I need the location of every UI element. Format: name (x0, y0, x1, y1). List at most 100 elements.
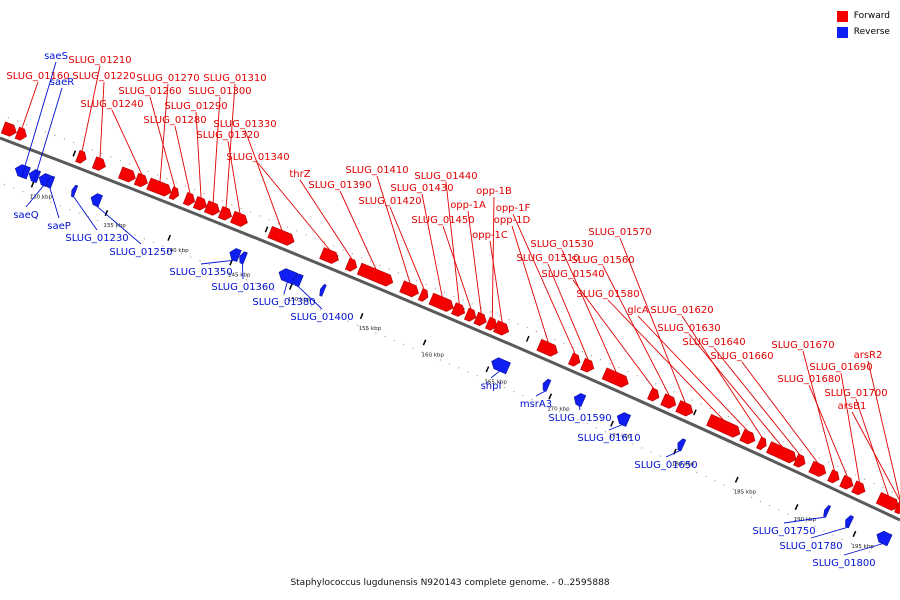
gene-arrow-body (739, 429, 756, 445)
scale-tick-label: 180 kbp (672, 462, 695, 468)
forward-gene-arrow (647, 387, 660, 402)
forward-gene-arrow (756, 436, 767, 451)
forward-gene-label: SLUG_01680 (777, 374, 840, 385)
scale-tick-label: 160 kbp (422, 353, 445, 359)
forward-gene-label: SLUG_01220 (72, 71, 135, 82)
reverse-gene-label: SLUG_01360 (211, 282, 274, 293)
forward-gene-arrow (203, 200, 220, 216)
gene-arrow-body (428, 292, 454, 312)
forward-gene-arrow (660, 393, 677, 409)
forward-gene-label: opp-1F (496, 203, 531, 214)
reverse-track-guide (0, 182, 879, 557)
forward-gene-arrow (839, 474, 854, 490)
scale-tick-label: 175 kbp (609, 434, 632, 440)
label-leader-line (212, 96, 221, 204)
label-leader-line (867, 360, 900, 502)
forward-gene-arrow (75, 149, 87, 164)
forward-gene-label: arsB1 (838, 401, 867, 412)
label-leader-line (561, 249, 617, 373)
label-leader-line (512, 213, 576, 355)
gene-arrow-body (267, 225, 295, 246)
reverse-gene-arrow (319, 284, 327, 297)
gene-arrow-body (601, 367, 629, 388)
forward-track-dash (72, 150, 77, 157)
gene-arrow-body (845, 515, 854, 529)
label-leader-line (608, 424, 623, 431)
scale-tick (852, 530, 857, 538)
gene-arrow-body (473, 311, 487, 326)
reverse-gene-label: shpI (481, 381, 502, 392)
label-leader-line (602, 265, 670, 397)
scale-tick-label: 155 kbp (359, 326, 382, 332)
forward-gene-label: thrZ (289, 169, 310, 180)
forward-gene-arrow (168, 186, 180, 200)
gene-arrow-body (417, 288, 429, 302)
reverse-gene-label: saeQ (13, 210, 38, 221)
forward-gene-arrow (766, 441, 797, 464)
forward-gene-arrow (875, 491, 900, 511)
gene-arrow-body (75, 149, 87, 164)
label-leader-line (637, 315, 749, 433)
forward-gene-label: opp-1B (476, 186, 512, 197)
gene-arrow-body (293, 273, 304, 288)
reverse-gene-label: SLUG_01590 (548, 413, 611, 424)
gene-arrow-body (117, 166, 136, 183)
gene-arrow-body (90, 193, 103, 208)
label-leader-line (73, 196, 98, 231)
label-leader-line (81, 65, 101, 152)
forward-gene-label: SLUG_01340 (226, 152, 289, 163)
forward-gene-arrow (182, 191, 196, 206)
gene-arrow-body (14, 126, 27, 141)
gene-arrow-body (91, 156, 106, 171)
label-leader-line (840, 372, 861, 483)
forward-gene-arrow (399, 280, 419, 298)
reverse-gene-label: SLUG_01230 (65, 233, 128, 244)
figure-caption: Staphylococcus lugdunensis N920143 compl… (290, 578, 610, 588)
gene-arrow-body (573, 393, 587, 407)
label-leader-line (855, 398, 890, 497)
reverse-gene-arrow (677, 438, 687, 452)
label-leader-line (572, 279, 655, 390)
gene-arrow-body (28, 169, 41, 184)
scale-tick-label: 185 kbp (734, 490, 757, 496)
scale-tick (548, 393, 553, 400)
reverse-gene-label: SLUG_01250 (109, 247, 172, 258)
label-leader-line (490, 370, 501, 379)
reverse-swatch (836, 26, 848, 38)
forward-gene-label: SLUG_01330 (213, 119, 276, 130)
gene-arrow-body (399, 280, 419, 298)
forward-gene-label: SLUG_01160 (6, 71, 69, 82)
forward-gene-arrow (192, 196, 208, 211)
gene-arrow-body (319, 247, 339, 264)
reverse-gene-label: SLUG_01350 (169, 267, 232, 278)
scale-tick-label: 130 kbp (30, 195, 53, 201)
forward-track-dash (264, 226, 269, 233)
gene-arrow-body (839, 474, 854, 490)
gene-arrow-body (229, 248, 242, 263)
label-leader-line (802, 350, 836, 472)
reverse-gene-arrow (239, 251, 248, 265)
label-leader-line (607, 299, 725, 422)
label-leader-line (783, 516, 827, 524)
label-leader-line (810, 526, 849, 539)
forward-gene-label: SLUG_01540 (541, 269, 604, 280)
label-leader-line (851, 411, 900, 502)
legend: Forward Reverse (836, 8, 890, 40)
label-leader-line (491, 196, 495, 319)
forward-gene-arrow (267, 225, 295, 246)
scale-tick-label: 165 kbp (484, 379, 507, 385)
forward-gene-label: glcA (627, 305, 649, 316)
label-leader-line (299, 179, 353, 260)
label-leader-line (159, 83, 169, 183)
forward-gene-arrow (601, 367, 629, 388)
forward-gene-arrow (493, 320, 510, 336)
forward-gene-arrow (14, 126, 27, 141)
reverse-gene-arrow (293, 273, 304, 288)
forward-gene-label: SLUG_01280 (143, 115, 206, 126)
label-leader-line (33, 87, 63, 182)
forward-gene-label: SLUG_01440 (414, 171, 477, 182)
label-leader-line (741, 361, 819, 465)
gene-arrow-body (319, 284, 327, 297)
scale-tick (167, 234, 171, 241)
gene-arrow-body (230, 210, 248, 227)
